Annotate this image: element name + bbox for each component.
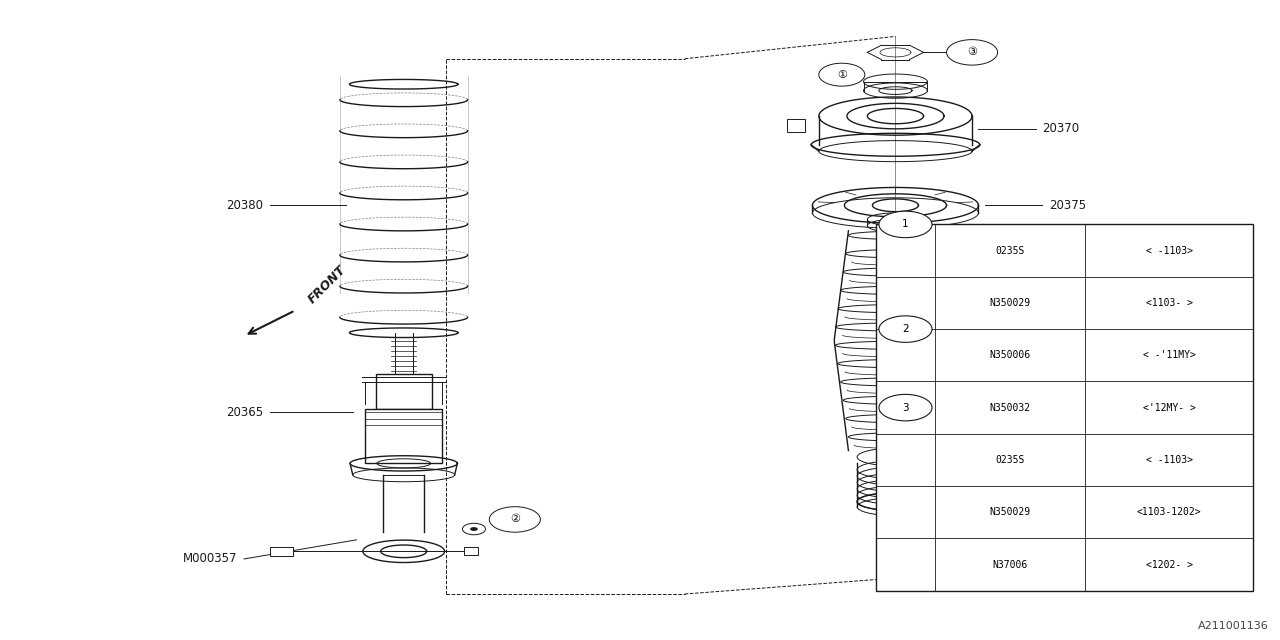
Text: < -'11MY>: < -'11MY> — [1143, 350, 1196, 360]
Bar — [787, 119, 805, 132]
Text: 0235S: 0235S — [996, 246, 1025, 255]
Text: 20365: 20365 — [227, 406, 264, 419]
Text: <1202- >: <1202- > — [1146, 559, 1193, 570]
Circle shape — [879, 394, 932, 421]
Text: M000357: M000357 — [183, 552, 238, 566]
Text: < -1103>: < -1103> — [1146, 455, 1193, 465]
Text: 2: 2 — [902, 324, 909, 334]
Text: 20380: 20380 — [227, 199, 264, 212]
Bar — [365, 409, 442, 463]
Text: A211001136: A211001136 — [1198, 621, 1268, 631]
Text: ②: ② — [509, 515, 520, 524]
Text: <1103- >: <1103- > — [1146, 298, 1193, 308]
Circle shape — [946, 40, 997, 65]
Text: 1: 1 — [902, 220, 909, 229]
Text: < -1103>: < -1103> — [1146, 246, 1193, 255]
Text: N350029: N350029 — [989, 298, 1030, 308]
Text: <'12MY- >: <'12MY- > — [1143, 403, 1196, 413]
Text: <1103-1202>: <1103-1202> — [1137, 508, 1202, 517]
Text: ③: ③ — [968, 47, 977, 58]
Text: 20372: 20372 — [1027, 334, 1064, 348]
Text: N350029: N350029 — [989, 508, 1030, 517]
Text: 20371: 20371 — [1004, 476, 1041, 489]
Text: 20370: 20370 — [1042, 122, 1079, 135]
Circle shape — [879, 211, 932, 237]
Bar — [375, 374, 431, 409]
Text: N37006: N37006 — [992, 559, 1028, 570]
Text: ①: ① — [837, 70, 847, 79]
Bar — [463, 547, 477, 556]
Circle shape — [819, 63, 865, 86]
Text: FRONT: FRONT — [306, 263, 348, 306]
Text: 20375: 20375 — [1048, 199, 1085, 212]
Circle shape — [470, 527, 477, 531]
Text: N350032: N350032 — [989, 403, 1030, 413]
Bar — [877, 225, 1253, 591]
Text: 3: 3 — [902, 403, 909, 413]
Text: N350006: N350006 — [989, 350, 1030, 360]
Bar — [270, 547, 293, 556]
Circle shape — [489, 507, 540, 532]
Circle shape — [462, 524, 485, 535]
Text: 0235S: 0235S — [996, 455, 1025, 465]
Circle shape — [879, 316, 932, 342]
